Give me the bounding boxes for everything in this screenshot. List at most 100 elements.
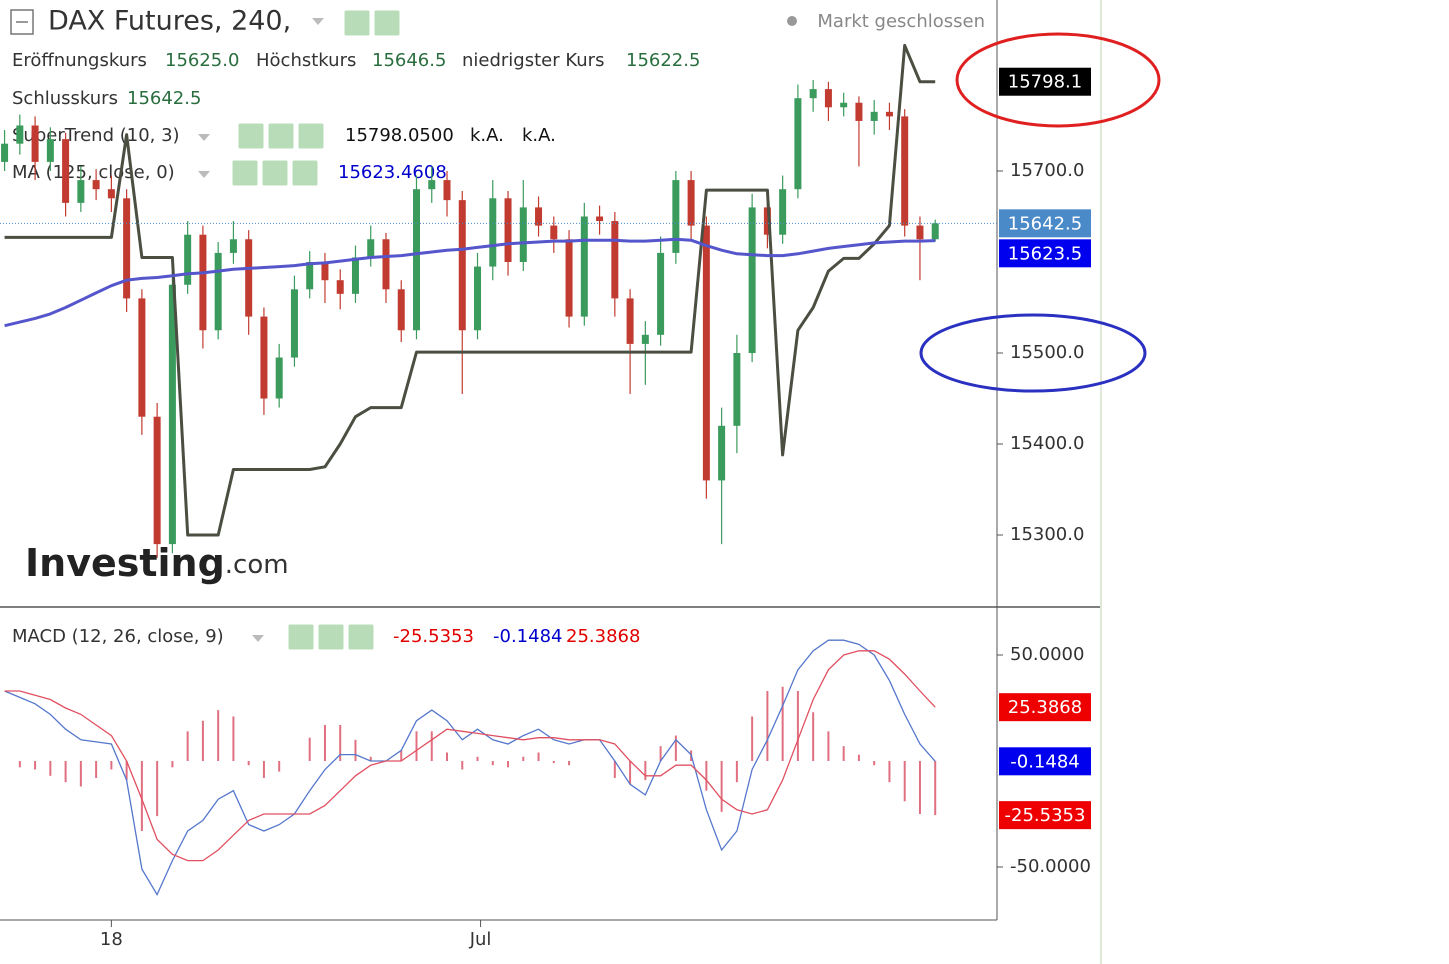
ohlc-label: niedrigster Kurs <box>462 50 604 71</box>
eye-icon[interactable] <box>287 623 315 651</box>
macd-line <box>4 650 936 862</box>
candle-body <box>840 102 848 108</box>
candle-body <box>168 284 176 545</box>
ohlc-label: Höchstkurs <box>256 50 356 71</box>
market-status: Markt geschlossen <box>817 11 985 32</box>
candle-body <box>855 102 863 121</box>
candle-body <box>412 189 420 331</box>
value-tag-label: 25.3868 <box>1008 697 1082 718</box>
candle-body <box>489 198 497 267</box>
price-tag-label: 15623.5 <box>1008 243 1082 264</box>
legend-name: MA (125, close, 0) <box>12 162 175 183</box>
candle-body <box>290 289 298 358</box>
remove-icon[interactable] <box>347 623 375 651</box>
candle-body <box>184 234 192 285</box>
candle-body <box>657 252 665 335</box>
eye-icon[interactable] <box>231 159 259 187</box>
eye-icon[interactable] <box>343 9 371 37</box>
x-tick-label: Jul <box>469 929 492 950</box>
y-tick-label: 15400.0 <box>1010 433 1084 454</box>
candle-body <box>870 111 878 121</box>
ohlc-label: Eröffnungskurs <box>12 50 147 71</box>
legend-value: 15798.0500 <box>345 125 454 146</box>
eye-icon[interactable] <box>237 122 265 150</box>
legend-value: 25.3868 <box>566 626 640 647</box>
y-tick-label: -50.0000 <box>1010 856 1091 877</box>
dropdown-arrow[interactable] <box>312 18 324 25</box>
ohlc-value: 15625.0 <box>165 50 239 71</box>
watermark-suffix: .com <box>225 550 289 580</box>
indicator-line <box>4 237 936 328</box>
panel-title: MACD (12, 26, close, 9) <box>12 626 224 647</box>
legend-name: SuperTrend (10, 3) <box>12 125 180 146</box>
candle-body <box>779 189 787 235</box>
candle-body <box>474 266 482 331</box>
chart-title: DAX Futures, 240, <box>48 6 291 37</box>
candle-body <box>596 216 604 222</box>
y-tick-label: 15700.0 <box>1010 160 1084 181</box>
value-tag-label: -0.1484 <box>1010 751 1079 772</box>
remove-icon[interactable] <box>297 122 325 150</box>
candle-body <box>916 225 924 240</box>
x-tick-label: 18 <box>100 929 123 950</box>
candle-body <box>580 216 588 317</box>
highlight-ellipse <box>955 32 1161 128</box>
candle-body <box>367 239 375 258</box>
candle-body <box>46 139 54 162</box>
candle-body <box>275 357 283 399</box>
y-tick-label: 15500.0 <box>1010 342 1084 363</box>
candle-body <box>763 207 771 235</box>
candle-body <box>62 139 70 203</box>
price-tag <box>999 239 1091 268</box>
candle-body <box>16 125 24 144</box>
y-tick-label: 15300.0 <box>1010 524 1084 545</box>
ohlc-label: Schlusskurs <box>12 88 118 109</box>
legend-value: -0.1484 <box>493 626 562 647</box>
candle-body <box>229 239 237 253</box>
settings-icon[interactable] <box>261 159 289 187</box>
candle-body <box>550 225 558 240</box>
highlight-ellipse <box>919 313 1147 393</box>
indicator-line <box>4 43 936 537</box>
candle-body <box>138 298 146 417</box>
candle-body <box>626 298 634 344</box>
candle-body <box>214 252 222 331</box>
candle-body <box>748 207 756 354</box>
candle-body <box>458 200 466 331</box>
candle-body <box>107 189 115 199</box>
candle-body <box>92 180 100 190</box>
candle-body <box>565 239 573 317</box>
value-tag <box>999 693 1091 722</box>
y-tick-label: 50.0000 <box>1010 644 1084 665</box>
status-dot <box>787 16 797 26</box>
remove-icon[interactable] <box>291 159 319 187</box>
settings-icon[interactable] <box>267 122 295 150</box>
candle-body <box>443 180 451 201</box>
candle-body <box>733 353 741 426</box>
candle-body <box>245 239 253 317</box>
candle-body <box>199 234 207 331</box>
candle-body <box>77 180 85 203</box>
legend-value: k.A. <box>470 125 504 146</box>
candle-body <box>809 89 817 99</box>
candle-body <box>885 111 893 117</box>
collapse-icon[interactable] <box>10 9 34 35</box>
candle-body <box>931 223 939 240</box>
candle-body <box>397 289 405 331</box>
candle-body <box>641 334 649 344</box>
settings-icon[interactable] <box>373 9 401 37</box>
value-tag <box>999 801 1091 830</box>
macd-line <box>4 639 936 897</box>
price-tag-label: 15798.1 <box>1008 72 1082 93</box>
settings-icon[interactable] <box>317 623 345 651</box>
candle-body <box>31 125 39 162</box>
watermark-brand: Investing <box>25 541 225 585</box>
candle-body <box>702 225 710 481</box>
candle-body <box>123 198 131 299</box>
candle-body <box>306 262 314 290</box>
ohlc-value: 15646.5 <box>372 50 446 71</box>
candle-body <box>535 207 543 226</box>
candle-body <box>321 262 329 281</box>
candle-body <box>382 239 390 290</box>
